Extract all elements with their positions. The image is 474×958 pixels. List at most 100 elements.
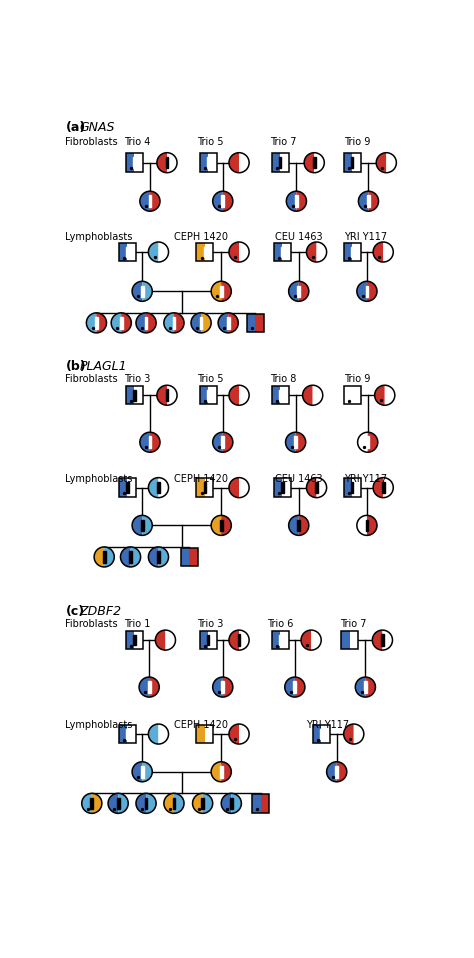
- Bar: [281, 482, 284, 493]
- Bar: [274, 478, 291, 497]
- Polygon shape: [223, 432, 233, 452]
- Bar: [352, 478, 361, 497]
- Polygon shape: [383, 242, 393, 262]
- Polygon shape: [148, 242, 158, 262]
- Bar: [141, 285, 144, 297]
- Bar: [126, 153, 143, 171]
- Bar: [280, 386, 289, 404]
- Bar: [221, 437, 224, 448]
- Bar: [252, 794, 261, 812]
- Polygon shape: [86, 313, 96, 332]
- Polygon shape: [148, 547, 158, 567]
- Polygon shape: [158, 724, 169, 744]
- Bar: [181, 548, 198, 566]
- Bar: [221, 195, 224, 207]
- Polygon shape: [211, 282, 221, 302]
- Bar: [126, 386, 135, 404]
- Bar: [126, 246, 129, 258]
- Polygon shape: [132, 515, 142, 536]
- Bar: [126, 631, 135, 650]
- Polygon shape: [358, 192, 368, 211]
- Text: Trio 5: Trio 5: [197, 374, 224, 384]
- Text: ZDBF2: ZDBF2: [80, 604, 121, 618]
- Bar: [297, 285, 300, 297]
- Polygon shape: [357, 432, 368, 452]
- Bar: [207, 157, 210, 168]
- Polygon shape: [150, 192, 160, 211]
- Polygon shape: [344, 724, 354, 744]
- Polygon shape: [213, 677, 223, 697]
- Bar: [220, 766, 223, 778]
- Polygon shape: [92, 793, 102, 813]
- Bar: [220, 519, 223, 531]
- Text: CEPH 1420: CEPH 1420: [174, 232, 228, 242]
- Polygon shape: [327, 762, 337, 782]
- Polygon shape: [140, 432, 150, 452]
- Polygon shape: [295, 677, 305, 697]
- Text: Trio 3: Trio 3: [197, 619, 224, 628]
- Polygon shape: [229, 385, 239, 405]
- Polygon shape: [132, 762, 142, 782]
- Polygon shape: [357, 515, 367, 536]
- Bar: [126, 386, 143, 404]
- Polygon shape: [317, 478, 327, 497]
- Polygon shape: [223, 192, 233, 211]
- Polygon shape: [221, 515, 231, 536]
- Text: Lymphoblasts: Lymphoblasts: [65, 720, 133, 730]
- Polygon shape: [228, 313, 238, 332]
- Polygon shape: [383, 478, 393, 497]
- Bar: [207, 635, 210, 646]
- Bar: [196, 725, 213, 743]
- Text: Trio 5: Trio 5: [197, 137, 224, 147]
- Polygon shape: [221, 282, 231, 302]
- Bar: [313, 157, 316, 169]
- Polygon shape: [218, 313, 228, 332]
- Polygon shape: [174, 793, 184, 813]
- Bar: [321, 725, 330, 743]
- Bar: [190, 548, 198, 566]
- Bar: [367, 195, 370, 207]
- Polygon shape: [118, 793, 128, 813]
- Text: Fibroblasts: Fibroblasts: [65, 374, 118, 384]
- Polygon shape: [167, 152, 177, 172]
- Bar: [351, 390, 354, 400]
- Polygon shape: [150, 432, 160, 452]
- Bar: [133, 390, 136, 400]
- Polygon shape: [337, 762, 347, 782]
- Polygon shape: [367, 282, 377, 302]
- Polygon shape: [202, 793, 213, 813]
- Bar: [135, 386, 143, 404]
- Bar: [208, 153, 217, 171]
- Polygon shape: [132, 282, 142, 302]
- Polygon shape: [229, 724, 239, 744]
- Polygon shape: [211, 762, 221, 782]
- Bar: [205, 478, 213, 497]
- Polygon shape: [365, 677, 375, 697]
- Polygon shape: [311, 630, 321, 650]
- Bar: [279, 635, 282, 646]
- Text: Fibroblasts: Fibroblasts: [65, 619, 118, 628]
- Bar: [119, 725, 128, 743]
- Bar: [204, 482, 206, 493]
- Bar: [200, 386, 217, 404]
- Polygon shape: [373, 478, 383, 497]
- Polygon shape: [82, 793, 92, 813]
- Bar: [341, 631, 350, 650]
- Polygon shape: [376, 152, 386, 172]
- Polygon shape: [191, 313, 201, 332]
- Polygon shape: [307, 242, 317, 262]
- Polygon shape: [164, 313, 174, 332]
- Polygon shape: [354, 724, 364, 744]
- Bar: [365, 285, 368, 297]
- Polygon shape: [301, 630, 311, 650]
- Bar: [272, 631, 289, 650]
- Polygon shape: [385, 385, 395, 405]
- Polygon shape: [299, 282, 309, 302]
- Bar: [272, 153, 280, 171]
- Bar: [293, 681, 296, 693]
- Bar: [148, 437, 151, 448]
- Polygon shape: [146, 313, 156, 332]
- Polygon shape: [239, 630, 249, 650]
- Text: YRI Y117: YRI Y117: [306, 720, 349, 730]
- Bar: [165, 390, 168, 401]
